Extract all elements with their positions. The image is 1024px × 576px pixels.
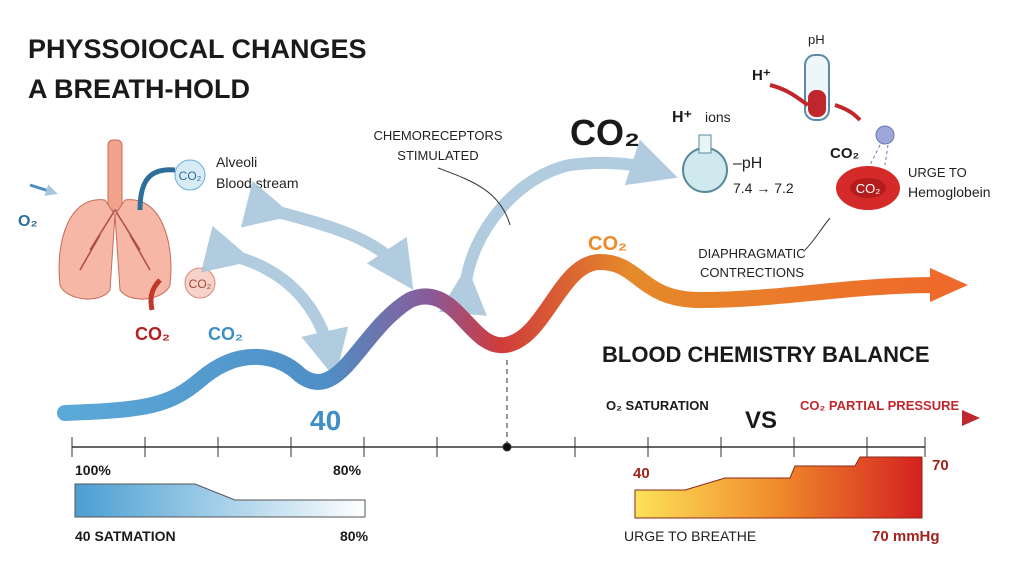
co2-bubble: CO₂	[189, 277, 212, 291]
co2-label: CO₂	[135, 324, 170, 344]
saturation-bar	[74, 483, 366, 518]
ph-change: 7.4 → 7.2	[733, 180, 794, 196]
bloodstream-label: Blood stream	[216, 175, 298, 191]
h-ion: H⁺	[672, 109, 692, 126]
co2-peak-label: CO₂	[588, 233, 627, 255]
co2-label: CO₂	[208, 324, 243, 344]
wave-arrowhead	[930, 268, 968, 302]
o2-label: O₂	[18, 213, 38, 230]
co2-label: CO₂	[830, 145, 859, 162]
ph-label: –pH	[733, 155, 762, 172]
title-line: PHYSSOIOCAL CHANGES	[28, 34, 367, 64]
balance-title: BLOOD CHEMISTRY BALANCE	[602, 342, 930, 367]
lungs-illustration	[29, 139, 216, 311]
co2-bar-arrow	[962, 410, 980, 426]
bar-end: 70	[932, 457, 949, 474]
bar-caption: 40 SATMATION	[75, 528, 176, 544]
chemoreceptors-label: STIMULATED	[397, 148, 478, 163]
level-label: 40	[310, 405, 341, 436]
alveoli-label: Alveoli	[216, 154, 257, 170]
flow-arrows	[200, 139, 678, 379]
chemoreceptors-label: CHEMORECEPTORS	[373, 128, 502, 143]
co2-heading: CO₂	[570, 112, 640, 153]
o2-saturation: O₂ SATURATION	[606, 398, 709, 413]
bar-start: 100%	[75, 462, 111, 478]
title-line: A BREATH-HOLD	[28, 74, 250, 104]
diaphragm-label: DIAPHRAGMATIC	[698, 246, 805, 261]
bar-caption: URGE TO BREATHE	[624, 528, 756, 544]
flask-illustration	[682, 54, 862, 193]
bar-end: 80%	[333, 462, 362, 478]
vs-label: VS	[745, 407, 777, 434]
co2-wave	[57, 253, 943, 421]
bar-caption-end: 80%	[340, 528, 369, 544]
bar-caption-end: 70 mmHg	[872, 528, 940, 545]
bar-start: 40	[633, 465, 650, 482]
pointer	[804, 217, 831, 251]
urge-label: URGE TO	[908, 165, 967, 180]
tube-h: H⁺	[752, 67, 771, 84]
pointer	[437, 167, 511, 226]
hemoglobin-label: Hemoglobein	[908, 184, 991, 200]
cell-co2: CO₂	[856, 181, 881, 196]
ions-label: ions	[705, 109, 731, 125]
time-axis	[71, 360, 926, 457]
red-cell	[836, 125, 900, 210]
co2-pressure: CO₂ PARTIAL PRESSURE	[800, 398, 959, 413]
tube-ph: pH	[808, 32, 825, 47]
co2-bubble: CO₂	[179, 169, 202, 183]
pressure-bar	[634, 456, 923, 519]
diaphragm-label: CONTRECTIONS	[700, 265, 804, 280]
